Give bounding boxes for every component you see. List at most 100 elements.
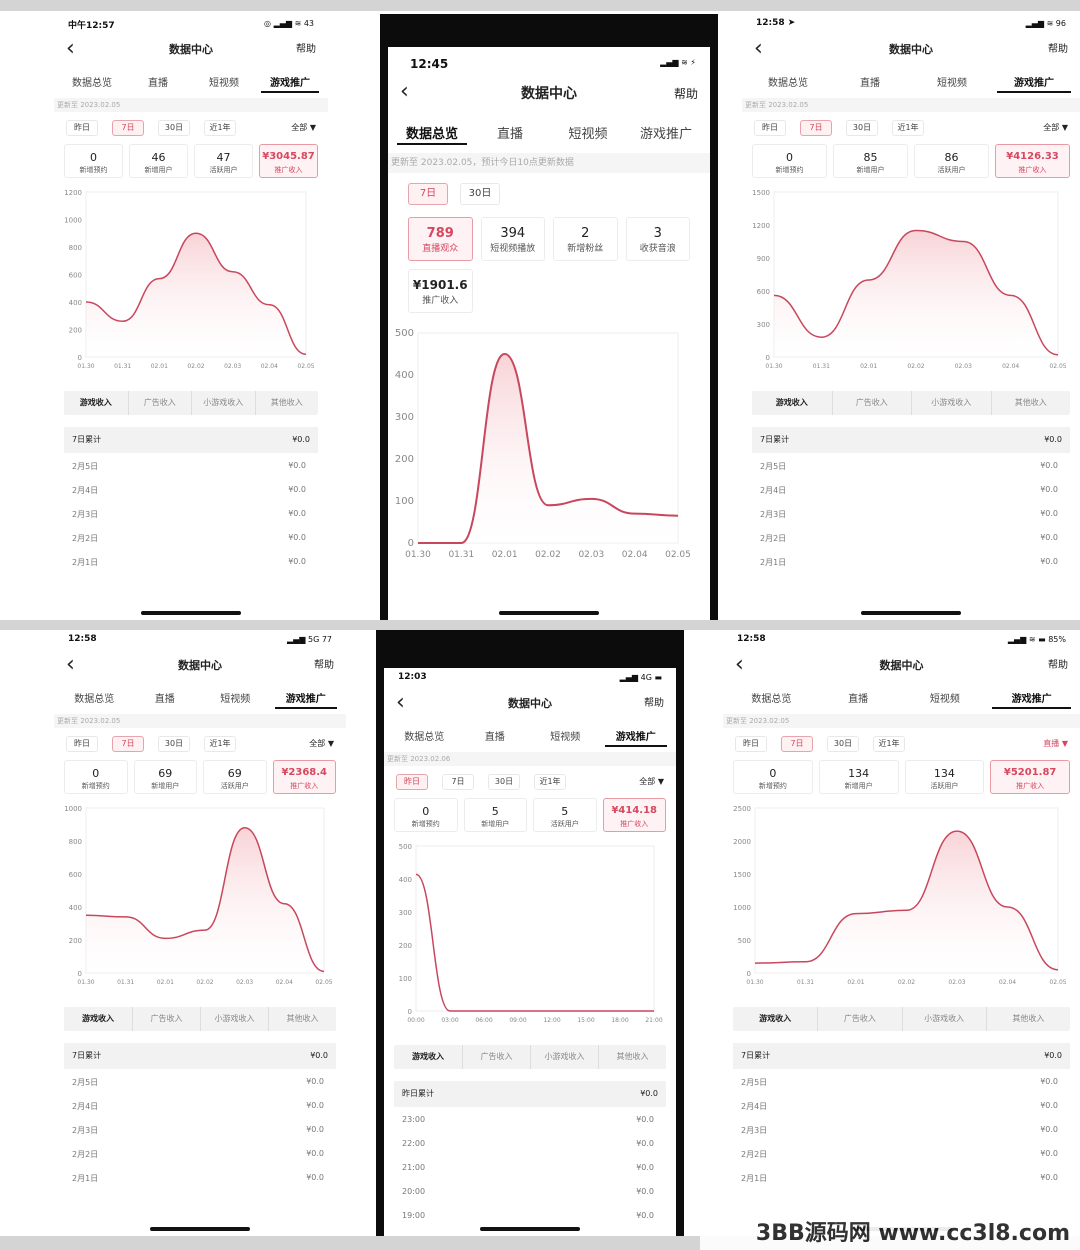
tab-3[interactable]: 短视频 — [568, 127, 608, 142]
income-tab-3[interactable]: 小游戏收入 — [911, 391, 991, 415]
income-tab-1[interactable]: 游戏收入 — [775, 398, 808, 407]
metric-card-2[interactable]: 85 新增用户 — [833, 144, 908, 178]
filter-dropdown[interactable]: 全部 ▼ — [291, 123, 316, 132]
metric-card-3[interactable]: 86 活跃用户 — [914, 144, 989, 178]
metric-card-3[interactable]: 47 活跃用户 — [194, 144, 253, 178]
metric-card-3[interactable]: 2 新增粉丝 — [553, 217, 618, 261]
metric-card-3[interactable]: 69 活跃用户 — [203, 760, 267, 794]
tab-3[interactable]: 短视频 — [937, 78, 967, 89]
help-link[interactable]: 帮助 — [296, 44, 316, 55]
date-chip-2[interactable]: 30日 — [460, 183, 500, 205]
metric-card-4[interactable]: ¥2368.4 推广收入 — [272, 760, 336, 794]
filter-dropdown[interactable]: 全部 ▼ — [639, 777, 664, 786]
income-tab-2[interactable]: 广告收入 — [127, 391, 192, 415]
income-tab-2[interactable]: 广告收入 — [132, 1007, 200, 1031]
metric-card-2[interactable]: 134 新增用户 — [818, 760, 899, 794]
tab-3[interactable]: 短视频 — [929, 694, 960, 705]
income-tab-4[interactable]: 其他收入 — [254, 391, 319, 415]
metric-card-1[interactable]: 789 直播观众 — [408, 217, 473, 261]
date-chip-2[interactable]: 7日 — [442, 774, 474, 790]
tab-3[interactable]: 短视频 — [550, 732, 581, 743]
metric-card-1[interactable]: 0 新增预约 — [733, 760, 813, 794]
income-tab-1[interactable]: 游戏收入 — [759, 1014, 792, 1023]
date-chip-1[interactable]: 昨日 — [66, 736, 98, 752]
income-tab-1[interactable]: 游戏收入 — [412, 1052, 444, 1061]
income-tab-3[interactable]: 小游戏收入 — [530, 1045, 598, 1069]
metric-card-4[interactable]: ¥3045.87 推广收入 — [259, 144, 318, 178]
tab-2[interactable]: 直播 — [848, 694, 869, 705]
metric-card-3[interactable]: 5 活跃用户 — [533, 798, 597, 832]
income-tab-4[interactable]: 其他收入 — [990, 391, 1071, 415]
income-tab-2[interactable]: 广告收入 — [817, 1007, 901, 1031]
tab-4[interactable]: 游戏推广 — [285, 694, 326, 705]
tab-2[interactable]: 直播 — [496, 127, 523, 142]
tab-3[interactable]: 短视频 — [209, 78, 239, 89]
metric-card-4[interactable]: ¥4126.33 推广收入 — [995, 144, 1070, 178]
date-chip-3[interactable]: 30日 — [827, 736, 859, 752]
tab-1[interactable]: 数据总览 — [405, 127, 458, 142]
help-link[interactable]: 帮助 — [644, 698, 664, 709]
income-tab-4[interactable]: 其他收入 — [985, 1007, 1070, 1031]
income-tab-3[interactable]: 小游戏收入 — [191, 391, 255, 415]
back-chevron-icon[interactable]: ‹ — [735, 652, 744, 677]
tab-4[interactable]: 游戏推广 — [639, 127, 692, 142]
tab-4[interactable]: 游戏推广 — [1014, 78, 1054, 89]
tab-2[interactable]: 直播 — [484, 732, 505, 743]
metric-card-4[interactable]: ¥414.18 推广收入 — [602, 798, 666, 832]
tab-1[interactable]: 数据总览 — [768, 78, 808, 89]
metric-card-2[interactable]: 394 短视频播放 — [480, 217, 545, 261]
income-tab-1[interactable]: 游戏收入 — [79, 398, 112, 407]
income-tab-4[interactable]: 其他收入 — [268, 1007, 336, 1031]
metric-card-3[interactable]: 134 活跃用户 — [904, 760, 985, 794]
date-chip-2[interactable]: 7日 — [112, 736, 144, 752]
tab-1[interactable]: 数据总览 — [72, 78, 112, 89]
back-chevron-icon[interactable]: ‹ — [396, 690, 405, 715]
income-tab-4[interactable]: 其他收入 — [598, 1045, 666, 1069]
metric-card-2[interactable]: 46 新增用户 — [129, 144, 188, 178]
tab-3[interactable]: 短视频 — [220, 694, 251, 705]
metric-card-1[interactable]: 0 新增预约 — [64, 144, 123, 178]
income-tab-2[interactable]: 广告收入 — [462, 1045, 530, 1069]
date-chip-1[interactable]: 7日 — [408, 183, 448, 205]
income-tab-3[interactable]: 小游戏收入 — [200, 1007, 268, 1031]
filter-dropdown[interactable]: 全部 ▼ — [1043, 123, 1068, 132]
tab-2[interactable]: 直播 — [860, 78, 880, 89]
date-chip-3[interactable]: 30日 — [158, 120, 190, 136]
date-chip-3[interactable]: 30日 — [488, 774, 520, 790]
tab-4[interactable]: 游戏推广 — [1011, 694, 1052, 705]
back-chevron-icon[interactable]: ‹ — [66, 652, 75, 677]
metric-card-1[interactable]: 0 新增预约 — [752, 144, 827, 178]
income-tab-1[interactable]: 游戏收入 — [82, 1014, 114, 1023]
metric-card-1[interactable]: 0 新增预约 — [64, 760, 128, 794]
date-chip-4[interactable]: 近1年 — [892, 120, 924, 136]
tab-1[interactable]: 数据总览 — [751, 694, 792, 705]
metric-card-2[interactable]: 5 新增用户 — [463, 798, 527, 832]
metric-card-1[interactable]: 0 新增预约 — [394, 798, 458, 832]
help-link[interactable]: 帮助 — [673, 87, 698, 101]
date-chip-2[interactable]: 7日 — [800, 120, 832, 136]
tab-4[interactable]: 游戏推广 — [615, 732, 656, 743]
back-chevron-icon[interactable]: ‹ — [66, 36, 75, 61]
back-chevron-icon[interactable]: ‹ — [754, 36, 763, 61]
metric-card-4[interactable]: 3 收获音浪 — [625, 217, 690, 261]
tab-2[interactable]: 直播 — [148, 78, 168, 89]
date-chip-4[interactable]: 近1年 — [204, 736, 236, 752]
date-chip-3[interactable]: 30日 — [158, 736, 190, 752]
income-tab-2[interactable]: 广告收入 — [831, 391, 912, 415]
filter-dropdown[interactable]: 直播 ▼ — [1043, 739, 1068, 748]
date-chip-4[interactable]: 近1年 — [204, 120, 236, 136]
date-chip-3[interactable]: 30日 — [846, 120, 878, 136]
metric-card-2[interactable]: 69 新增用户 — [133, 760, 197, 794]
date-chip-2[interactable]: 7日 — [112, 120, 144, 136]
tab-1[interactable]: 数据总览 — [74, 694, 115, 705]
back-chevron-icon[interactable]: ‹ — [400, 79, 409, 104]
date-chip-1[interactable]: 昨日 — [396, 774, 428, 790]
date-chip-2[interactable]: 7日 — [781, 736, 813, 752]
tab-1[interactable]: 数据总览 — [404, 732, 445, 743]
date-chip-1[interactable]: 昨日 — [735, 736, 767, 752]
help-link[interactable]: 帮助 — [1048, 44, 1068, 55]
tab-4[interactable]: 游戏推广 — [270, 78, 310, 89]
date-chip-1[interactable]: 昨日 — [754, 120, 786, 136]
filter-dropdown[interactable]: 全部 ▼ — [309, 739, 334, 748]
date-chip-4[interactable]: 近1年 — [534, 774, 566, 790]
